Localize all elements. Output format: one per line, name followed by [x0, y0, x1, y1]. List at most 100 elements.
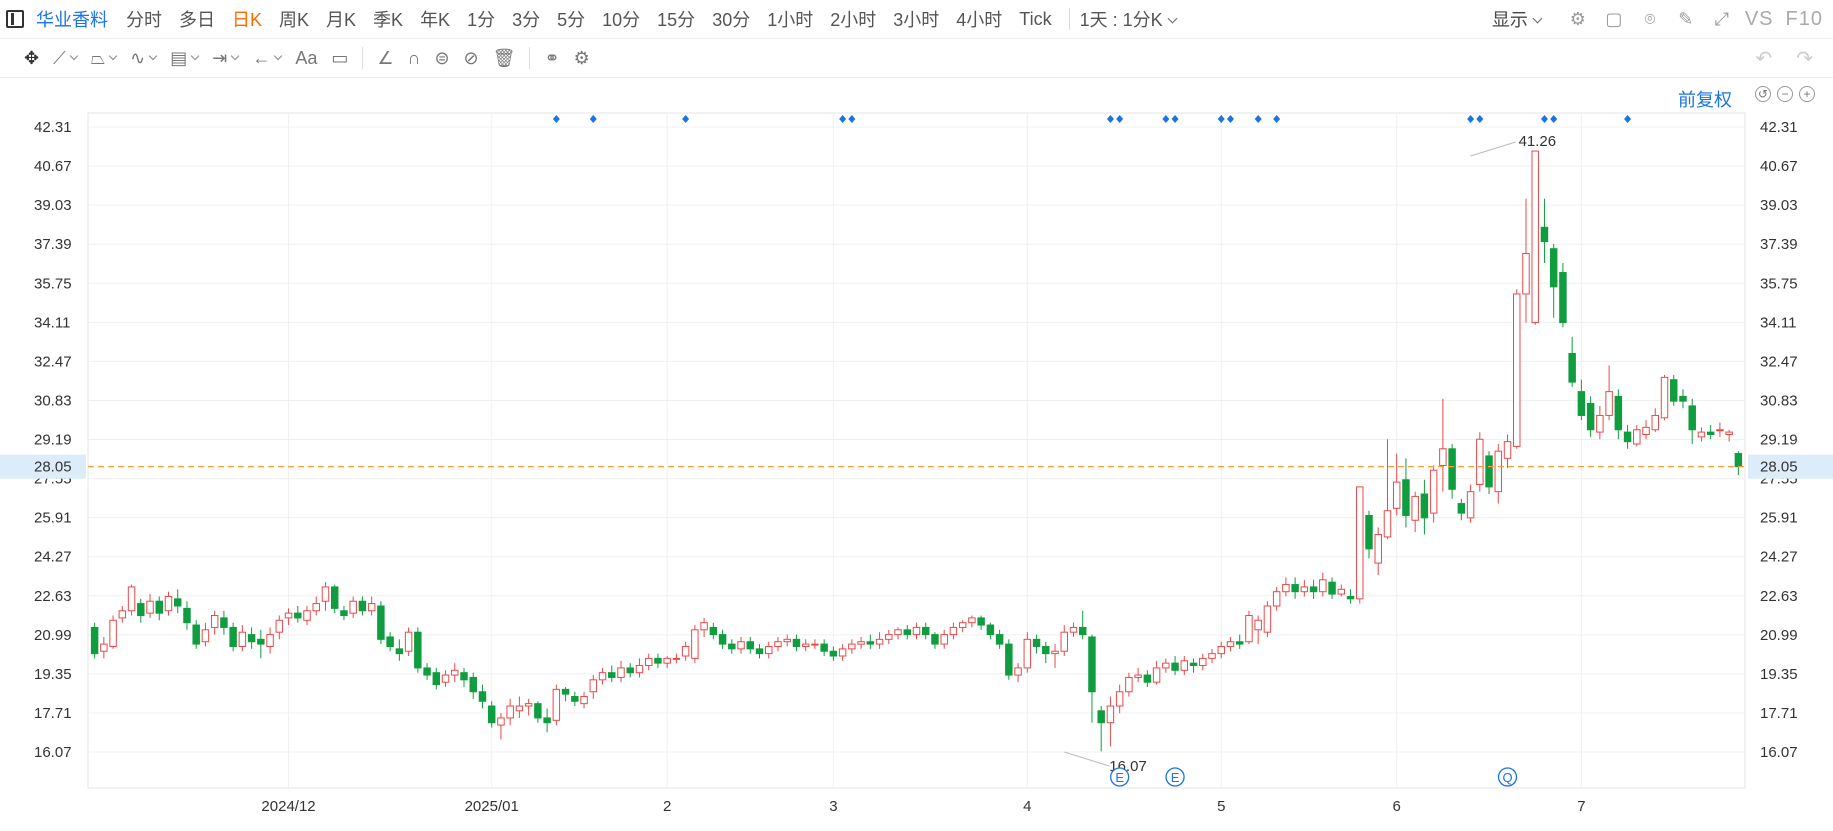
tab-timeframe-4[interactable]: 月K: [326, 10, 357, 30]
y-tick-label-left: 25.91: [34, 510, 72, 527]
candle-body: [303, 610, 311, 621]
measure-tool-icon[interactable]: ⇥: [212, 46, 240, 70]
candle-body: [903, 629, 911, 636]
y-tick-label-right: 29.19: [1760, 432, 1798, 449]
tab-timeframe-10[interactable]: 10分: [602, 10, 641, 30]
f10-button[interactable]: F10: [1785, 7, 1823, 30]
candle-body: [1309, 586, 1318, 593]
angle-tool-icon[interactable]: ∠: [377, 47, 394, 68]
tab-timeframe-11[interactable]: 15分: [657, 10, 696, 30]
candle-body: [1069, 626, 1078, 633]
tab-timeframe-3[interactable]: 周K: [279, 10, 310, 30]
tab-timeframe-8[interactable]: 3分: [512, 10, 541, 30]
stock-name[interactable]: 华业香料: [36, 10, 108, 30]
candle-body: [1097, 710, 1105, 724]
y-tick-label-left: 37.39: [34, 236, 72, 253]
fibonacci-tool-icon[interactable]: ▤: [170, 46, 200, 70]
candle-body: [1642, 426, 1650, 435]
zoom-out-icon[interactable]: −: [1777, 86, 1793, 102]
candle-body: [866, 641, 875, 645]
y-tick-label-right: 40.67: [1760, 158, 1798, 175]
multi-period-select[interactable]: 1天 : 1分K: [1080, 6, 1178, 32]
lock-drawings-icon[interactable]: ⊜: [434, 47, 450, 68]
candle-body: [284, 612, 293, 619]
candle-body: [1549, 248, 1558, 288]
candle-body: [912, 626, 921, 636]
tab-timeframe-15[interactable]: 3小时: [893, 10, 940, 30]
magnet-icon[interactable]: ∩: [407, 47, 421, 68]
candle-body: [838, 648, 847, 657]
candle-body: [146, 600, 154, 614]
tab-timeframe-17[interactable]: Tick: [1019, 8, 1052, 29]
y-tick-label-right: 32.47: [1760, 353, 1798, 370]
text-tool-icon[interactable]: Aa: [295, 47, 318, 68]
candle-body: [700, 622, 708, 631]
undo-icon[interactable]: ↶: [1755, 47, 1773, 70]
chart-zoom-controls: ↺ − +: [1755, 86, 1815, 102]
drawing-settings-gear-icon[interactable]: ⚙: [573, 47, 590, 68]
tab-timeframe-2[interactable]: 日K: [232, 10, 263, 30]
candle-body: [1088, 636, 1096, 693]
zoom-in-icon[interactable]: +: [1799, 86, 1815, 102]
redo-icon[interactable]: ↷: [1796, 47, 1813, 70]
candle-body: [848, 643, 856, 650]
polygon-tool-icon[interactable]: ⏢: [91, 46, 118, 70]
candle-body: [1125, 676, 1133, 693]
candle-body: [1042, 645, 1050, 655]
tab-timeframe-1[interactable]: 多日: [179, 10, 215, 30]
candle-body: [478, 691, 487, 702]
layout-square-icon[interactable]: ▢: [1605, 8, 1623, 29]
candle-body: [451, 669, 459, 676]
arrow-tool-icon[interactable]: ←: [252, 46, 283, 70]
settings-gear-icon[interactable]: ⚙: [1569, 8, 1586, 29]
pencil-icon[interactable]: ✎: [1678, 8, 1694, 29]
candle-body: [543, 717, 551, 724]
move-cross-icon[interactable]: ✥: [24, 47, 40, 68]
candle-body: [1392, 481, 1401, 509]
candle-body: [1208, 653, 1216, 659]
tab-timeframe-13[interactable]: 1小时: [767, 10, 814, 30]
event-diamond-marker: [1467, 115, 1475, 123]
candle-body: [1023, 638, 1032, 669]
vs-compare-button[interactable]: VS: [1744, 7, 1774, 30]
wave-tool-icon[interactable]: ∿: [130, 46, 158, 70]
candle-body: [995, 634, 1004, 645]
panel-toggle-icon[interactable]: [6, 10, 24, 28]
reset-icon[interactable]: ↺: [1755, 86, 1771, 102]
price-adjust-mode[interactable]: 前复权: [1678, 90, 1732, 110]
comment-tool-icon[interactable]: ▭: [331, 47, 349, 68]
candle-body: [783, 638, 791, 643]
tab-timeframe-5[interactable]: 季K: [373, 10, 404, 30]
tab-timeframe-14[interactable]: 2小时: [830, 10, 877, 30]
line-tool-icon[interactable]: ⟋: [53, 46, 78, 70]
event-diamond-marker: [1254, 115, 1262, 123]
trash-icon[interactable]: 🗑: [492, 47, 516, 68]
camera-icon[interactable]: ⌾: [1644, 8, 1656, 29]
fullscreen-icon[interactable]: ⤢: [1714, 8, 1730, 29]
tab-timeframe-6[interactable]: 年K: [420, 10, 451, 30]
candle-body: [1651, 414, 1660, 431]
candle-body: [1568, 353, 1576, 383]
tab-timeframe-16[interactable]: 4小时: [956, 10, 1003, 30]
tab-timeframe-7[interactable]: 1分: [467, 10, 496, 30]
candle-body: [1614, 395, 1623, 431]
tab-timeframe-0[interactable]: 分时: [126, 10, 162, 30]
candle-body: [155, 600, 163, 614]
overlay-icon[interactable]: ⚭: [544, 47, 560, 68]
y-tick-label-left: 34.11: [34, 314, 70, 331]
y-tick-label-left: 29.19: [34, 432, 72, 449]
display-select[interactable]: 显示: [1492, 6, 1543, 32]
candle-body: [626, 667, 634, 674]
hide-drawings-icon[interactable]: ⊘: [463, 47, 479, 68]
tab-timeframe-12[interactable]: 30分: [712, 10, 751, 30]
candle-body: [792, 638, 801, 647]
candle-body: [1457, 503, 1466, 514]
tab-timeframe-9[interactable]: 5分: [557, 10, 586, 30]
plot-frame: [87, 112, 1746, 789]
event-diamond-marker: [589, 115, 597, 123]
y-tick-label-left: 39.03: [34, 197, 72, 214]
candle-body: [367, 603, 376, 612]
y-tick-label-right: 42.31: [1760, 119, 1798, 136]
max-price-label: 41.26: [1519, 133, 1557, 150]
